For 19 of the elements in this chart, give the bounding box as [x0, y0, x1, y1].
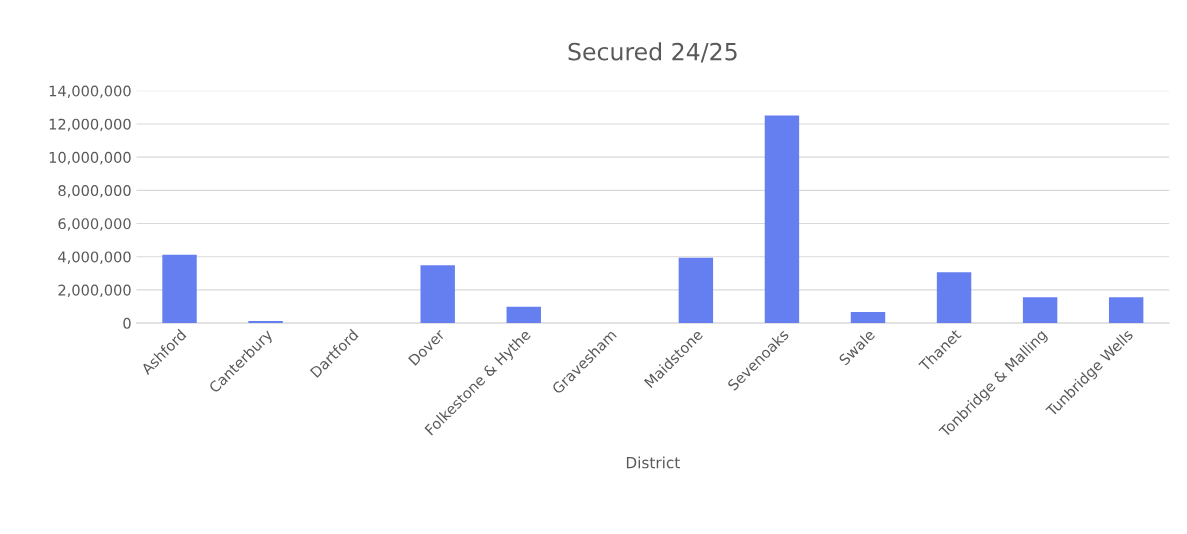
bar: [936, 272, 972, 324]
bar: [764, 115, 800, 324]
y-tick-label: 0: [123, 317, 131, 329]
bar: [420, 265, 455, 324]
x-axis-title: District: [626, 456, 680, 469]
bar: [850, 311, 886, 324]
bar: [162, 254, 197, 324]
y-tick-label: 4,000,000: [58, 251, 131, 264]
y-tick-label: 6,000,000: [58, 218, 131, 231]
y-tick-label: 8,000,000: [58, 185, 131, 198]
y-tick-label: 14,000,000: [49, 85, 131, 99]
y-tick-label: 10,000,000: [49, 151, 131, 165]
bar: [1108, 297, 1144, 324]
chart-title: Secured 24/25: [568, 42, 737, 63]
bar: [678, 257, 714, 324]
y-tick-label: 2,000,000: [58, 284, 131, 298]
y-tick-label: 12,000,000: [49, 118, 131, 132]
bar: [1022, 297, 1058, 324]
bar: [506, 306, 541, 324]
